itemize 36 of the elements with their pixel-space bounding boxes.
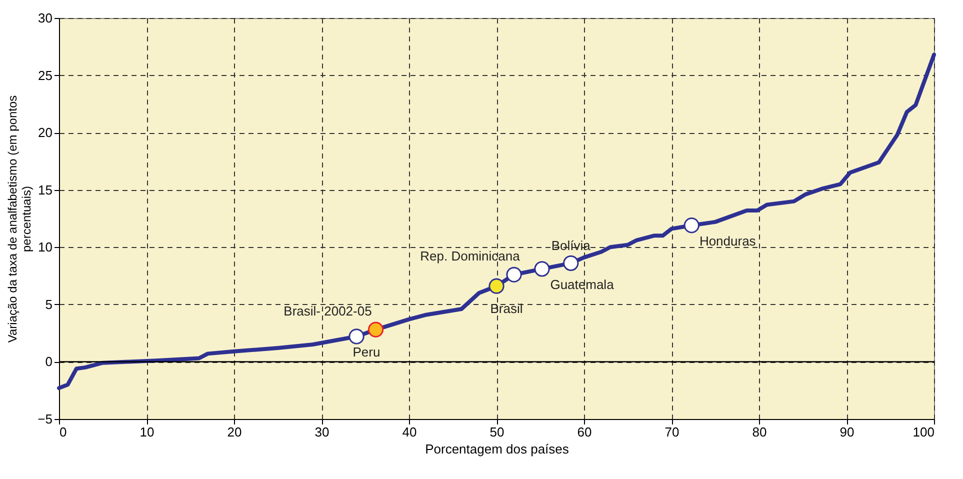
y-tick-label: 10 [38,240,52,255]
annotation: Bolívia [551,238,592,254]
x-tick-label: 0 [60,424,67,440]
annotation: Honduras [699,233,756,248]
x-tick-label: 10 [140,424,154,440]
x-tick-label: 80 [752,424,767,440]
y-tick-label: 0 [45,354,52,370]
y-tick-label: 5 [45,296,52,312]
annotation: Brasil [490,301,523,316]
point [563,255,579,271]
x-tick-label: 20 [227,424,242,440]
point [488,278,504,294]
line-series [57,52,936,390]
annotation: Guatemala [550,276,615,292]
x-tick-label: 60 [577,424,592,440]
y-tick-label: 15 [38,182,52,198]
x-tick-label: 90 [840,424,854,440]
x-tick-label: 40 [402,424,417,440]
x-tick-label: 100 [912,424,934,440]
annotation: Rep. Dominicana [420,248,521,264]
x-tick-label: 50 [490,424,504,440]
point [368,322,384,338]
y-tick-label: 25 [38,68,52,83]
point [506,266,522,282]
x-tick-label: 30 [314,424,330,440]
x-tick-label: 70 [664,424,680,440]
annotation: Peru [352,344,380,360]
y-tick-label: −5 [38,412,52,426]
x-axis-title: Porcentagem dos países [425,442,570,456]
y-tick-label: 20 [38,125,52,140]
y-axis-title: Variação da taxa de analfabetismo (em pontos percentuais) [6,95,34,343]
point [348,328,364,344]
annotation: Brasil- 2002-05 [284,304,372,319]
point [684,218,700,234]
point [534,261,550,277]
y-tick-label: 30 [38,10,52,26]
